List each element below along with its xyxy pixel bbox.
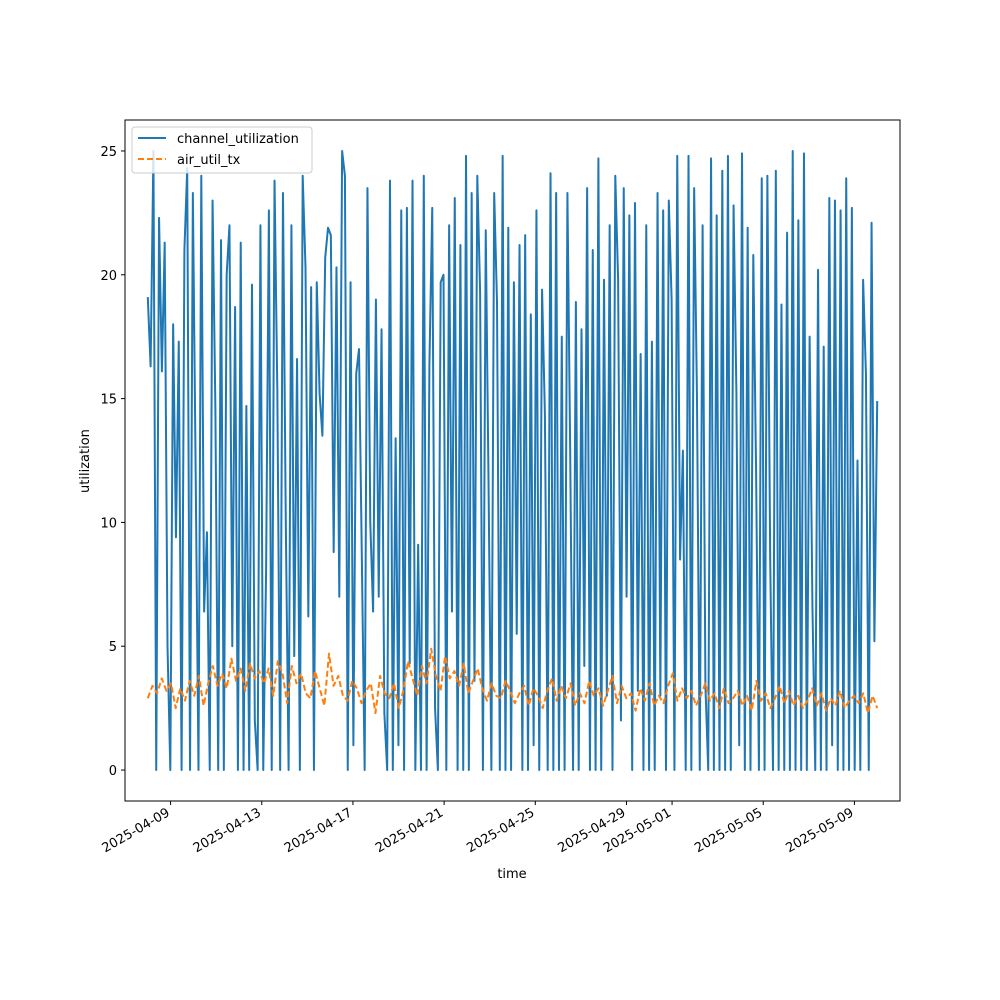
y-tick-label: 0 bbox=[109, 764, 117, 779]
series-line-channel-utilization bbox=[146, 149, 879, 772]
plot-frame bbox=[124, 119, 901, 802]
legend-label-air-util-tx: air_util_tx bbox=[177, 153, 241, 168]
series-line-air-util-tx bbox=[146, 647, 879, 715]
legend: channel_utilization air_util_tx bbox=[131, 126, 313, 174]
legend-label-channel-utilization: channel_utilization bbox=[177, 132, 299, 147]
x-axis-label: time bbox=[497, 867, 526, 882]
y-tick-label: 10 bbox=[100, 516, 117, 531]
y-axis-label: utilization bbox=[78, 429, 93, 493]
series-lines bbox=[146, 149, 879, 772]
legend-box bbox=[131, 126, 313, 174]
y-tick-label: 5 bbox=[109, 640, 117, 655]
y-tick-label: 15 bbox=[100, 393, 117, 408]
y-tick-label: 20 bbox=[100, 269, 117, 284]
y-tick-label: 25 bbox=[100, 145, 117, 160]
y-axis: 0 5 10 15 20 25 bbox=[100, 145, 125, 779]
